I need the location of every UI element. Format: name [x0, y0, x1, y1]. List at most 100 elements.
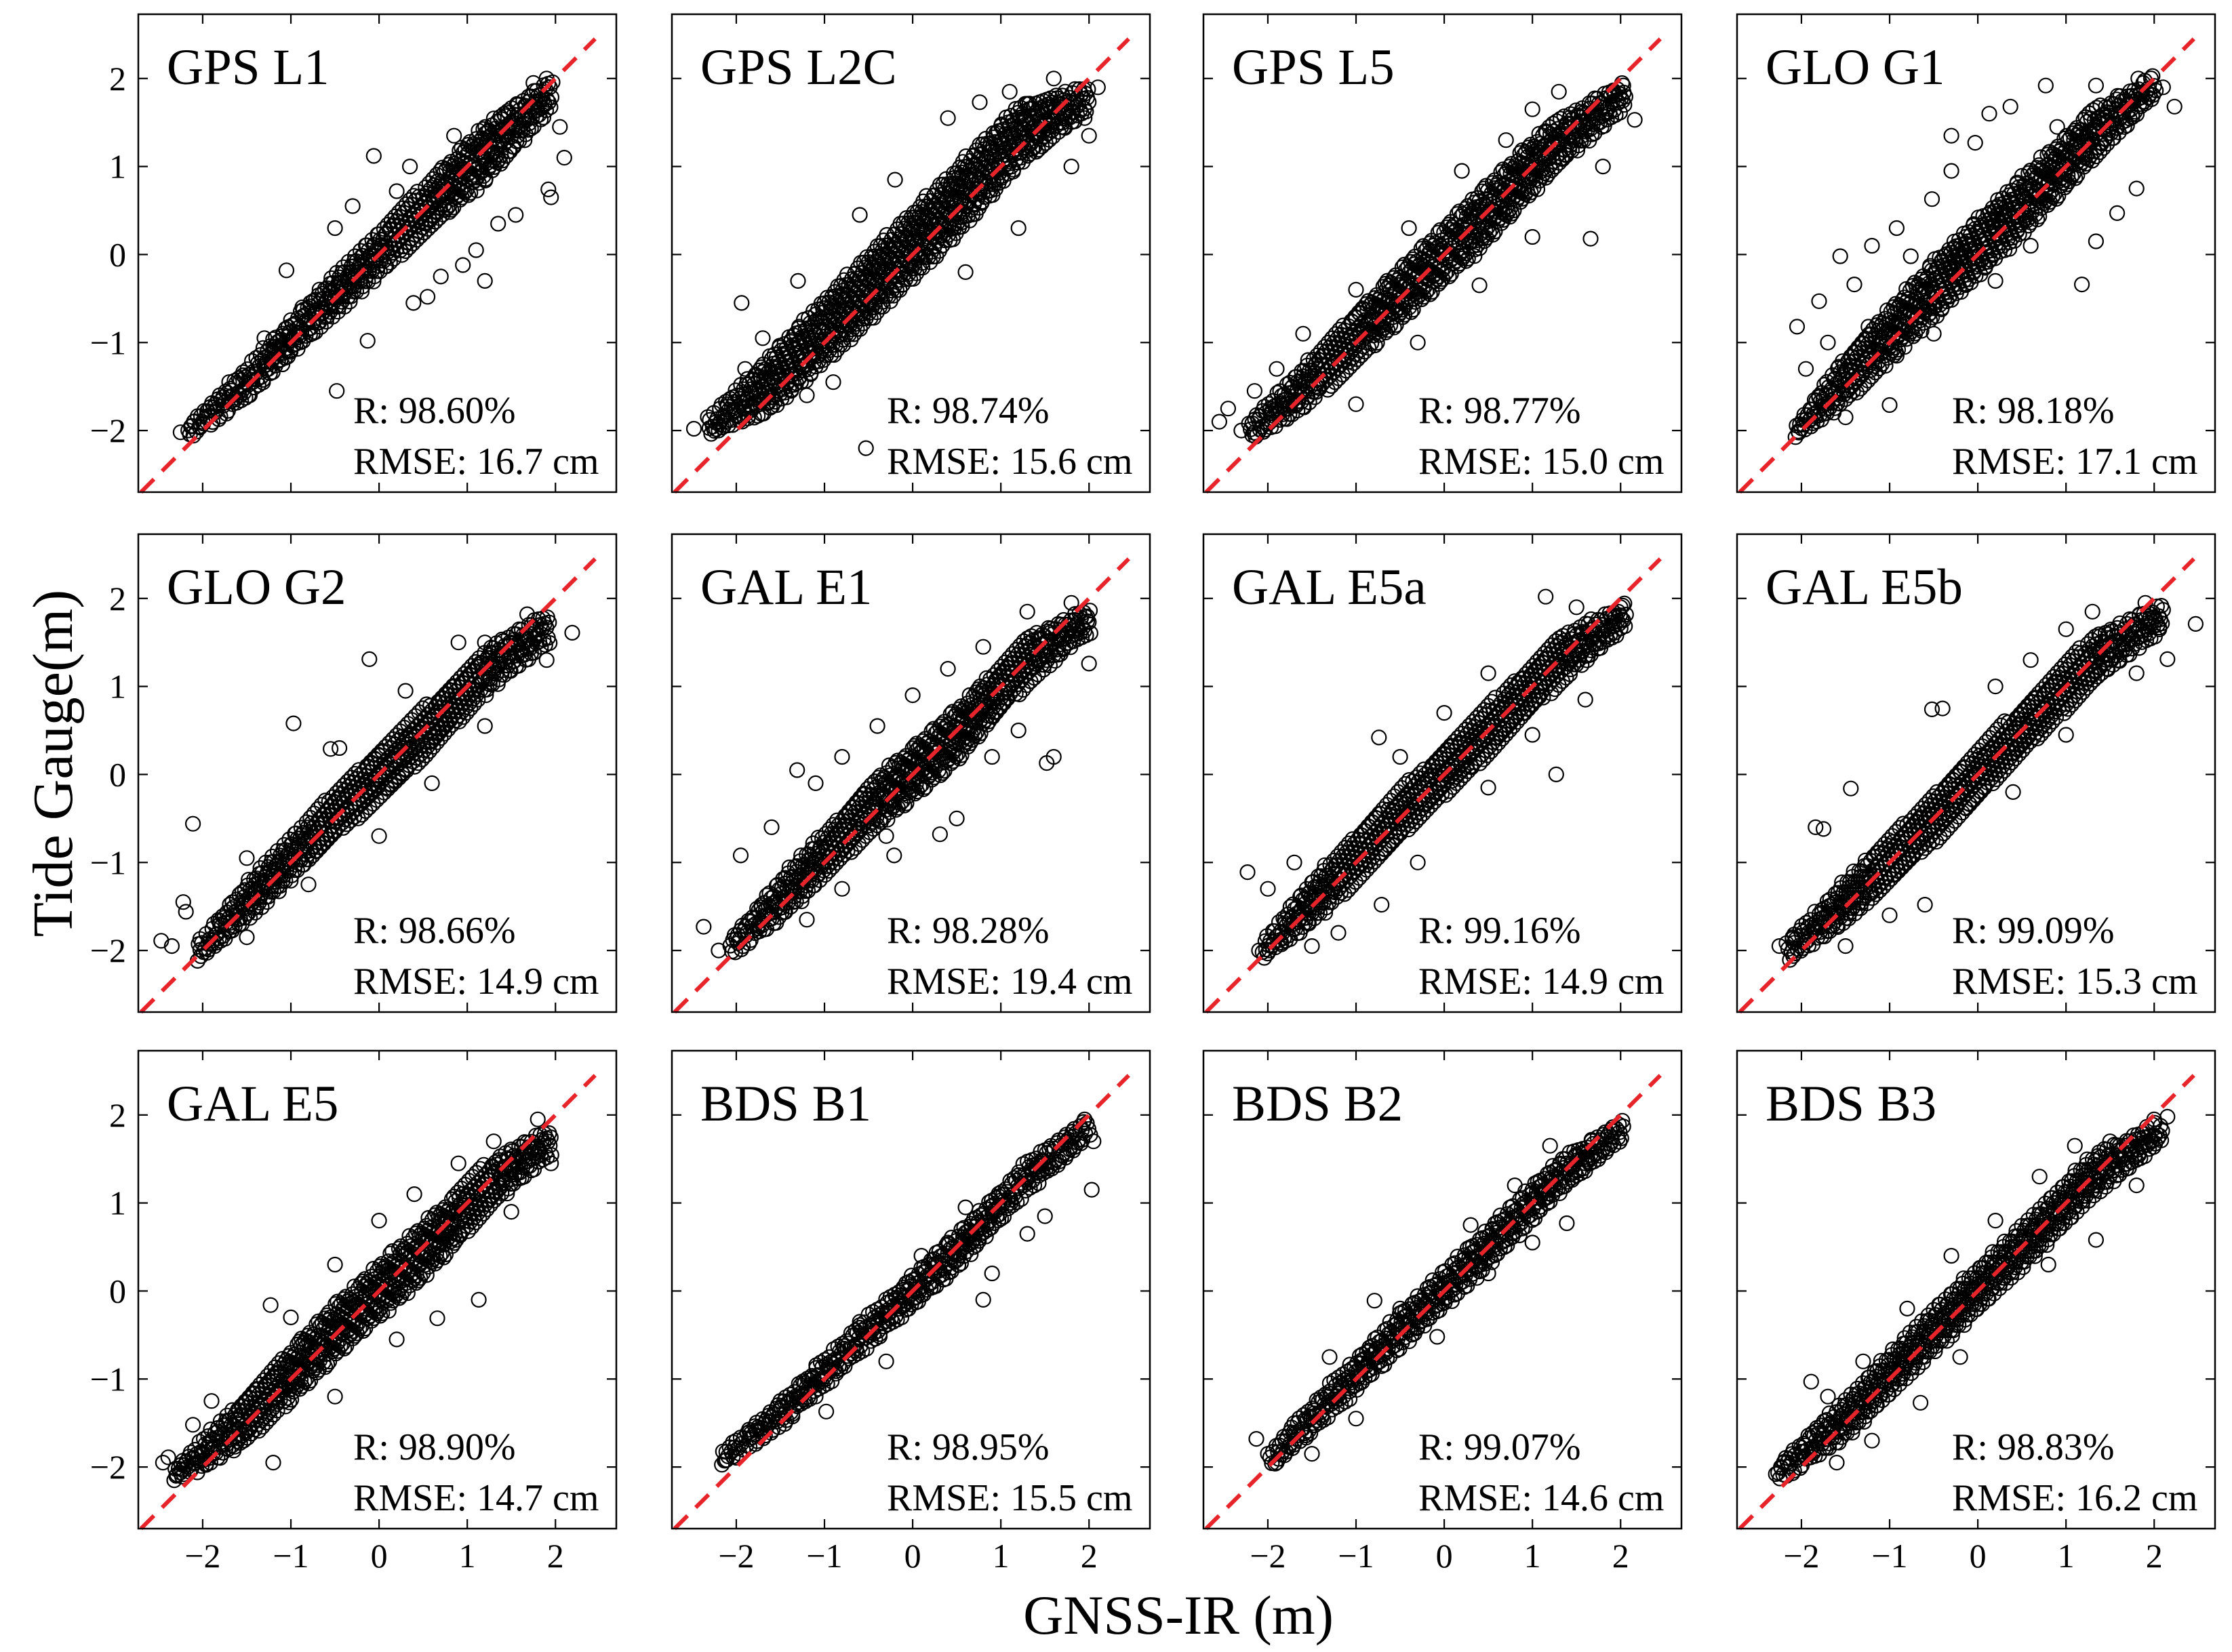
- scatter-point: [1211, 414, 1228, 430]
- scatter-point: [285, 715, 302, 731]
- scatter-point: [1864, 237, 1880, 254]
- y-tick-label: −2: [90, 411, 126, 449]
- scatter-point: [239, 850, 255, 866]
- scatter-point: [477, 273, 493, 289]
- scatter-point: [172, 424, 188, 441]
- y-tick-label: 2: [109, 60, 126, 98]
- scatter-point: [2088, 77, 2104, 94]
- axis-ticks: [672, 14, 1150, 492]
- scatter-point: [1269, 361, 1285, 377]
- panel-title: GPS L5: [1232, 39, 1395, 96]
- scatter-point: [1081, 656, 1097, 672]
- scatter-point: [365, 148, 382, 164]
- panel-frame: [1736, 13, 2216, 493]
- x-axis-label: GNSS-IR (m): [1023, 1584, 1334, 1646]
- scatter-point: [508, 207, 524, 223]
- scatter-point: [1401, 220, 1417, 237]
- scatter-series: [1787, 68, 2183, 445]
- scatter-series: [1239, 588, 1634, 966]
- scatter-point: [1797, 361, 1814, 377]
- scatter-point: [799, 387, 815, 403]
- scatter-point: [469, 182, 485, 199]
- scatter-point: [972, 94, 988, 110]
- scatter-point: [1246, 383, 1263, 399]
- scatter-point: [887, 172, 903, 188]
- scatter-point: [153, 933, 170, 949]
- scatter-point: [1846, 277, 1862, 293]
- scatter-point: [763, 819, 780, 835]
- scatter-point: [1967, 135, 1983, 151]
- scatter-point: [1045, 748, 1062, 765]
- rmse-label: RMSE: 15.0 cm: [1418, 441, 1664, 483]
- scatter-point: [1524, 228, 1540, 245]
- scatter-point: [834, 748, 850, 765]
- scatter-point: [2127, 104, 2143, 120]
- reference-line: [673, 557, 1130, 1014]
- scatter-point: [186, 414, 202, 430]
- scatter-point: [696, 919, 712, 935]
- scatter-point: [1910, 321, 1926, 337]
- scatter-point: [1888, 220, 1905, 237]
- scatter-point: [2049, 119, 2065, 135]
- scatter-point: [2088, 233, 2104, 249]
- scatter-point: [199, 403, 216, 420]
- scatter-point: [737, 361, 753, 377]
- scatter-point: [1987, 273, 2004, 289]
- scatter-point: [940, 110, 956, 126]
- scatter-point: [886, 847, 902, 864]
- scatter-point: [1081, 614, 1097, 630]
- axis-ticks: [138, 14, 616, 492]
- reference-line: [1738, 37, 2195, 494]
- y-axis-label: Tide Gauge(m): [22, 590, 85, 938]
- scatter-point: [2041, 187, 2057, 203]
- panel-title: GPS L2C: [700, 39, 897, 96]
- rmse-label: RMSE: 16.7 cm: [353, 441, 599, 483]
- scatter-point: [493, 147, 509, 163]
- scatter-point: [163, 938, 180, 954]
- scatter-point: [1233, 422, 1250, 439]
- scatter-point: [1077, 110, 1093, 126]
- scatter-point: [1627, 112, 1643, 128]
- scatter-point: [239, 929, 255, 946]
- y-tick-label: 0: [109, 755, 126, 793]
- scatter-point: [2128, 180, 2145, 197]
- scatter-point: [485, 110, 502, 127]
- scatter-point: [1082, 625, 1099, 641]
- scatter-point: [1220, 401, 1237, 417]
- scatter-point: [1498, 132, 1514, 148]
- scatter-point: [1351, 342, 1368, 359]
- scatter-point: [711, 942, 727, 959]
- scatter-point: [1090, 79, 1106, 96]
- scatter-point: [468, 242, 484, 258]
- y-tick-label: 1: [109, 668, 126, 706]
- scatter-point: [789, 762, 805, 778]
- scatter-point: [323, 741, 339, 757]
- scatter-point: [1926, 325, 1942, 342]
- scatter-point: [2022, 237, 2039, 254]
- rmse-label: RMSE: 14.9 cm: [353, 961, 599, 1003]
- scatter-point: [517, 132, 533, 148]
- scatter-point: [1378, 315, 1395, 331]
- scatter-point: [2128, 106, 2145, 123]
- scatter-point: [1943, 127, 1959, 144]
- scatter-point: [2037, 77, 2054, 94]
- scatter-point: [1001, 83, 1018, 100]
- scatter-point: [359, 333, 376, 349]
- scatter-point: [858, 440, 874, 456]
- axis-ticks: [138, 534, 616, 1012]
- r-value-label: R: 98.74%: [887, 390, 1050, 432]
- scatter-point: [799, 912, 815, 928]
- scatter-point: [361, 651, 378, 668]
- r-value-label: R: 98.60%: [353, 390, 516, 432]
- scatter-point: [685, 420, 702, 437]
- scatter-point: [433, 268, 449, 285]
- scatter-point: [539, 609, 555, 626]
- r-value-label: R: 98.66%: [353, 910, 516, 952]
- panel-frame: [137, 533, 618, 1013]
- scatter-point: [477, 718, 493, 734]
- y-tick-label: 1: [109, 148, 126, 186]
- scatter-point: [1300, 915, 1317, 931]
- axis-ticks: [1203, 14, 1681, 492]
- reference-line: [139, 37, 597, 494]
